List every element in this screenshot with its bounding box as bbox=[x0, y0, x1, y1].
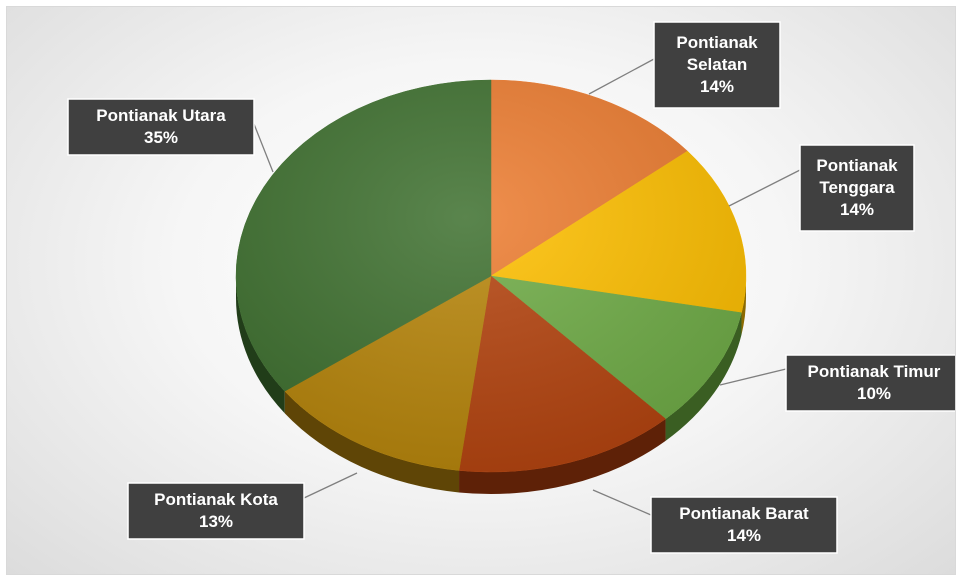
data-label-value-pontianak-timur: 10% bbox=[857, 384, 891, 403]
data-label-category-pontianak-barat: Pontianak Barat bbox=[679, 504, 809, 523]
leader-line-pontianak-utara bbox=[253, 123, 274, 173]
data-label-category-pontianak-selatan: Pontianak bbox=[676, 33, 758, 52]
data-label-category-pontianak-utara: Pontianak Utara bbox=[96, 106, 226, 125]
data-label-box-pontianak-utara bbox=[67, 98, 255, 156]
leader-line-pontianak-barat bbox=[592, 489, 652, 516]
data-label-value-pontianak-tenggara: 14% bbox=[840, 200, 874, 219]
pie-chart: Pontianak Selatan 14% Pontianak Tenggara 14% P… bbox=[67, 21, 955, 554]
data-label-box-pontianak-timur bbox=[785, 354, 955, 412]
data-label-box-pontianak-kota bbox=[127, 482, 305, 540]
data-label-category-pontianak-tenggara: Pontianak bbox=[816, 156, 898, 175]
pie-side-pontianak-barat bbox=[459, 418, 666, 494]
data-label-box-pontianak-barat bbox=[650, 496, 838, 554]
data-label-category-pontianak-kota: Pontianak Kota bbox=[154, 490, 278, 509]
data-label-category-pontianak-selatan: Selatan bbox=[687, 55, 747, 74]
data-label-value-pontianak-selatan: 14% bbox=[700, 77, 734, 96]
data-label-value-pontianak-utara: 35% bbox=[144, 128, 178, 147]
leader-line-pontianak-selatan bbox=[588, 58, 655, 95]
data-label-value-pontianak-barat: 14% bbox=[727, 526, 761, 545]
leader-line-pontianak-tenggara bbox=[728, 169, 801, 207]
leader-line-pontianak-kota bbox=[303, 472, 358, 499]
data-label-category-pontianak-timur: Pontianak Timur bbox=[808, 362, 941, 381]
data-label-category-pontianak-tenggara: Tenggara bbox=[819, 178, 895, 197]
data-label-value-pontianak-kota: 13% bbox=[199, 512, 233, 531]
data-label-box-pontianak-selatan bbox=[653, 21, 781, 109]
chart-area: Pontianak Selatan 14% Pontianak Tenggara 14% P… bbox=[6, 6, 956, 575]
data-label-box-pontianak-tenggara bbox=[799, 144, 915, 232]
leader-line-pontianak-timur bbox=[719, 368, 787, 386]
